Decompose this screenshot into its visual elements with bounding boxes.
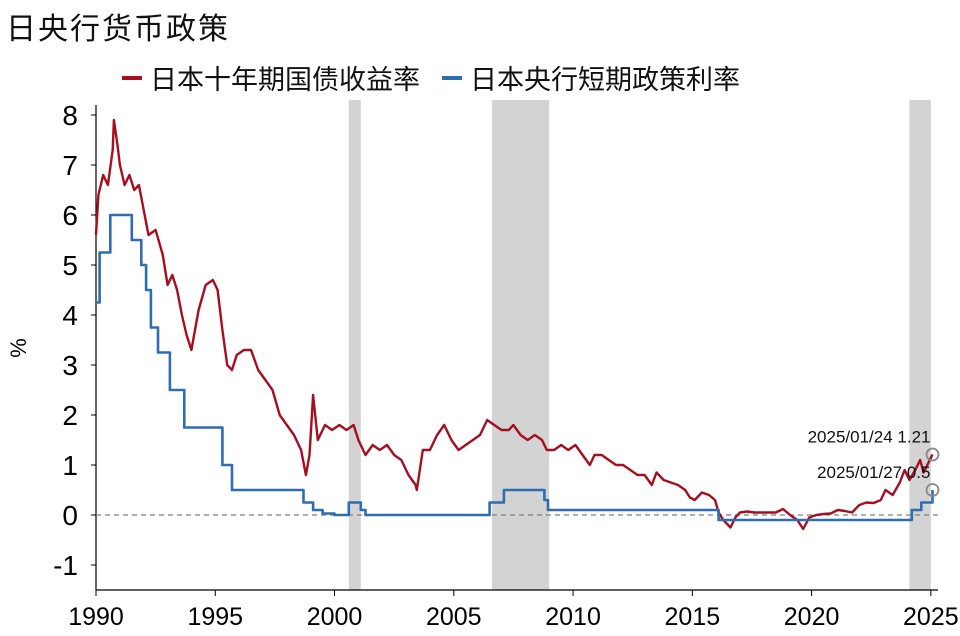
y-axis-label: % — [6, 338, 31, 358]
x-tick-label-0: 1990 — [68, 603, 124, 631]
annotations: 2025/01/24 1.21 2025/01/27 0.5 — [808, 428, 940, 497]
y-tick-label-0: 8 — [62, 100, 78, 131]
x-tick-label-2: 2000 — [307, 603, 363, 631]
annotation-label-0: 2025/01/24 1.21 — [808, 428, 931, 447]
legend-label-policy-rate: 日本央行短期政策利率 — [470, 65, 740, 96]
annotation-marker-1 — [925, 483, 940, 497]
annotation-label-1: 2025/01/27 0.5 — [817, 463, 930, 482]
legend-swatch-jgb — [122, 75, 142, 80]
y-tick-label-4: 4 — [62, 300, 78, 331]
series-lines — [94, 118, 934, 531]
x-tick-label-5: 2015 — [665, 603, 721, 631]
legend-label-jgb: 日本十年期国债收益率 — [150, 65, 420, 96]
x-tick-label-4: 2010 — [545, 603, 601, 631]
x-tick-label-1: 1995 — [187, 603, 243, 631]
shaded-period-1 — [491, 100, 550, 590]
chart-title: 日央行货币政策 — [6, 12, 230, 47]
x-tick-label-6: 2020 — [784, 603, 840, 631]
legend-swatch-policy-rate — [442, 75, 462, 80]
x-tick-label-7: 2025 — [903, 603, 959, 631]
axes: 8 7 6 5 4 3 2 1 0 -1 1990 1995 2000 2005 2010 2015 2020 2… — [6, 100, 959, 631]
series-line-1 — [96, 213, 934, 522]
series-line-0 — [94, 118, 934, 531]
annotation-marker-0 — [925, 447, 940, 462]
legend-item-policy-rate: 日本央行短期政策利率 — [442, 58, 740, 97]
y-tick-label-2: 6 — [62, 200, 78, 231]
y-tick-label-8: 0 — [62, 500, 78, 531]
y-tick-label-9: -1 — [53, 550, 78, 581]
legend-item-jgb: 日本十年期国债收益率 — [122, 58, 420, 97]
y-tick-label-1: 7 — [62, 150, 78, 181]
y-tick-label-6: 2 — [62, 400, 78, 431]
y-tick-label-7: 1 — [62, 450, 78, 481]
x-tick-label-3: 2005 — [426, 603, 482, 631]
shaded-periods — [348, 100, 931, 590]
shaded-period-0 — [348, 100, 361, 590]
y-tick-label-5: 3 — [62, 350, 78, 381]
legend: 日本十年期国债收益率 日本央行短期政策利率 — [122, 58, 762, 97]
y-tick-label-3: 5 — [62, 250, 78, 281]
